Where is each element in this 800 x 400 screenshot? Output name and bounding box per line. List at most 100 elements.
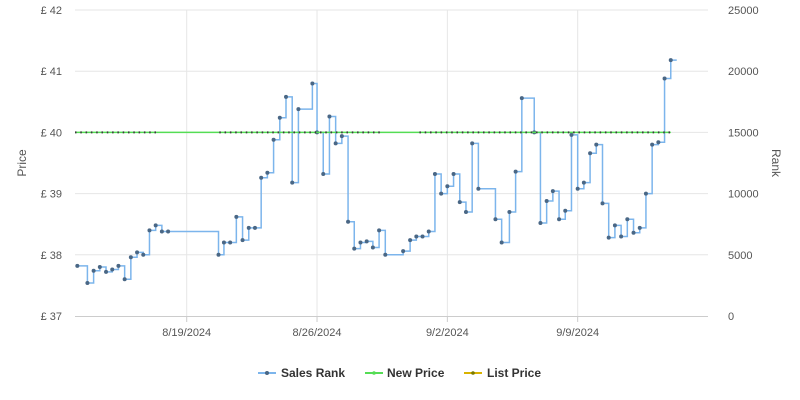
y2-tick-label: 10000	[728, 189, 759, 201]
sales-rank-point	[451, 172, 456, 177]
y-axis-title: Price	[15, 149, 29, 177]
sales-rank-point	[439, 191, 444, 196]
sales-rank-point	[656, 140, 661, 145]
legend-label-sales-rank: Sales Rank	[281, 366, 345, 380]
sales-rank-point	[606, 235, 611, 240]
y-tick-label: £ 37	[41, 311, 62, 323]
sales-rank-point	[271, 137, 276, 142]
sales-rank-point	[612, 223, 617, 228]
y-tick-label: £ 41	[41, 66, 62, 78]
x-tick-label: 9/2/2024	[426, 327, 469, 339]
sales-rank-point	[619, 234, 624, 239]
y2-tick-label: 25000	[728, 5, 759, 17]
sales-rank-point	[321, 172, 326, 177]
sales-rank-point	[538, 220, 543, 225]
sales-rank-point	[470, 141, 475, 146]
legend-item-sales-rank[interactable]: Sales Rank	[258, 366, 345, 380]
sales-rank-point	[668, 58, 673, 63]
sales-rank-point	[383, 252, 388, 257]
sales-rank-point	[563, 208, 568, 213]
sales-rank-point	[352, 246, 357, 251]
sales-rank-point	[569, 132, 574, 137]
series-layer	[75, 58, 677, 285]
sales-rank-point	[499, 240, 504, 245]
y-tick-label: £ 38	[41, 250, 62, 262]
sales-rank-point	[401, 249, 406, 254]
sales-rank-point	[426, 229, 431, 234]
sales-rank-point	[240, 238, 245, 243]
sales-rank-point	[216, 252, 221, 257]
legend-label-new-price: New Price	[387, 366, 445, 380]
sales-rank-point	[159, 229, 164, 234]
y2-tick-label: 15000	[728, 127, 759, 139]
sales-rank-point	[290, 180, 295, 185]
sales-rank-point	[339, 134, 344, 139]
right-rank-axis: 0 5000 10000 15000 20000 25000	[728, 5, 759, 323]
sales-rank-point	[234, 214, 239, 219]
sales-rank-point	[643, 191, 648, 196]
sales-rank-point	[91, 268, 96, 273]
sales-rank-point	[625, 217, 630, 222]
sales-rank-point	[463, 209, 468, 214]
sales-rank-point	[97, 265, 102, 270]
sales-rank-point	[420, 234, 425, 239]
sales-rank-point	[252, 225, 257, 230]
sales-rank-point	[358, 240, 363, 245]
sales-rank-point	[75, 263, 80, 268]
sales-rank-point	[104, 269, 109, 274]
sales-rank-point	[153, 223, 158, 228]
sales-rank-point	[637, 225, 642, 230]
legend-label-list-price: List Price	[487, 366, 541, 380]
legend: Sales Rank New Price List Price	[258, 366, 541, 380]
x-tick-label: 8/19/2024	[162, 327, 211, 339]
y2-tick-label: 0	[728, 311, 734, 323]
sales-rank-point	[333, 141, 338, 146]
sales-rank-point	[377, 228, 382, 233]
sales-rank-point	[246, 225, 251, 230]
sales-rank-point	[277, 115, 282, 120]
y-tick-label: £ 39	[41, 189, 62, 201]
sales-rank-point	[588, 151, 593, 156]
sales-rank-point	[135, 250, 140, 255]
sales-rank-point	[662, 76, 667, 81]
sales-rank-point	[116, 263, 121, 268]
sales-rank-point	[581, 180, 586, 185]
sales-rank-point	[550, 189, 555, 194]
left-price-axis: £ 37 £ 38 £ 39 £ 40 £ 41 £ 42	[41, 5, 62, 323]
sales-rank-point	[594, 142, 599, 147]
sales-rank-point	[310, 81, 315, 86]
sales-rank-point	[408, 238, 413, 243]
y-tick-label: £ 42	[41, 5, 62, 17]
sales-rank-point	[147, 228, 152, 233]
sales-rank-point	[259, 175, 264, 180]
legend-item-list-price[interactable]: List Price	[464, 366, 541, 380]
y2-tick-label: 20000	[728, 66, 759, 78]
sales-rank-point	[414, 234, 419, 239]
sales-rank-point	[122, 277, 127, 282]
sales-rank-point	[141, 252, 146, 257]
sales-rank-point	[544, 198, 549, 203]
sales-rank-point	[284, 94, 288, 99]
sales-rank-point	[110, 267, 115, 272]
sales-rank-point	[457, 200, 462, 205]
sales-rank-point	[432, 172, 437, 177]
sales-rank-point	[364, 239, 369, 244]
sales-rank-point	[600, 201, 605, 206]
sales-rank-point	[296, 107, 301, 112]
sales-rank-point	[327, 114, 332, 119]
sales-rank-point	[128, 255, 133, 260]
sales-rank-point	[557, 217, 562, 222]
x-tick-label: 9/9/2024	[556, 327, 599, 339]
y2-tick-label: 5000	[728, 250, 752, 262]
x-date-axis: 8/19/2024 8/26/2024 9/2/2024 9/9/2024	[75, 316, 708, 339]
y-tick-label: £ 40	[41, 127, 62, 139]
sales-rank-step-line	[77, 59, 677, 284]
sales-rank-point	[507, 209, 512, 214]
sales-rank-point	[631, 230, 636, 235]
legend-item-new-price[interactable]: New Price	[365, 366, 445, 380]
y2-axis-title: Rank	[769, 149, 783, 178]
sales-rank-point	[221, 240, 226, 245]
x-tick-label: 8/26/2024	[293, 327, 342, 339]
